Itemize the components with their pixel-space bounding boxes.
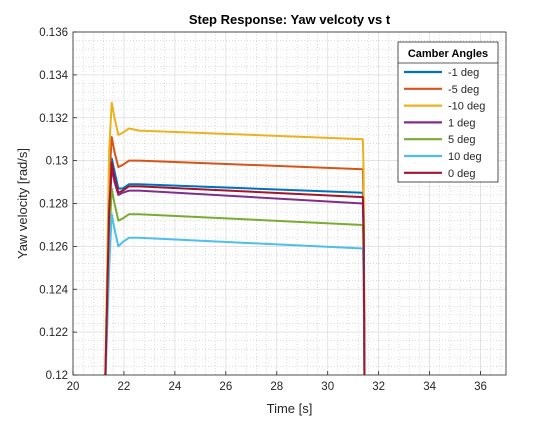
chart-title: Step Response: Yaw velcoty vs t [189, 12, 391, 27]
x-tick-label: 36 [474, 381, 487, 393]
x-axis-label: Time [s] [267, 401, 313, 416]
y-tick-label: 0.13 [46, 156, 68, 168]
legend-label-1-deg: 1 deg [448, 117, 476, 129]
y-tick-label: 0.126 [39, 241, 68, 253]
legend-label-minus-10-deg: -10 deg [448, 101, 485, 113]
legend-label-10-deg: 10 deg [448, 151, 482, 163]
x-tick-label: 32 [372, 381, 385, 393]
y-tick-label: 0.136 [39, 27, 68, 39]
legend-box [397, 41, 499, 183]
legend-label-0-deg: 0 deg [448, 168, 476, 180]
series-line-minus-10-deg [104, 101, 366, 375]
x-tick-label: 28 [270, 381, 283, 393]
legend-label-5-deg: 5 deg [448, 134, 476, 146]
legend-items: -1 deg -5 deg -10 deg 1 deg 5 deg 10 deg 0 deg [404, 67, 485, 180]
x-tick-label: 20 [67, 381, 80, 393]
series-lines [104, 101, 366, 375]
y-tick-label: 0.124 [39, 284, 68, 296]
y-tick-label: 0.12 [46, 370, 68, 382]
y-axis-label: Yaw velocity [rad/s] [15, 148, 30, 259]
legend: Camber Angles -1 deg -5 deg -10 deg 1 deg 5 … [397, 41, 499, 183]
legend-label-minus-5-deg: -5 deg [448, 84, 479, 96]
axis-ticks: 20 22 24 26 28 30 32 34 36 0.12 0.122 0.124 0.126 0.1… [39, 27, 487, 393]
legend-label-minus-1-deg: -1 deg [448, 67, 479, 79]
x-tick-label: 34 [423, 381, 436, 393]
x-tick-label: 24 [168, 381, 181, 393]
legend-title: Camber Angles [408, 48, 488, 60]
series-line-0-deg [104, 161, 366, 375]
x-tick-label: 26 [219, 381, 232, 393]
x-tick-label: 30 [321, 381, 334, 393]
y-tick-label: 0.134 [39, 70, 68, 82]
y-tick-label: 0.122 [39, 327, 68, 339]
y-tick-label: 0.132 [39, 113, 68, 125]
y-tick-label: 0.128 [39, 199, 68, 211]
x-tick-label: 22 [118, 381, 131, 393]
